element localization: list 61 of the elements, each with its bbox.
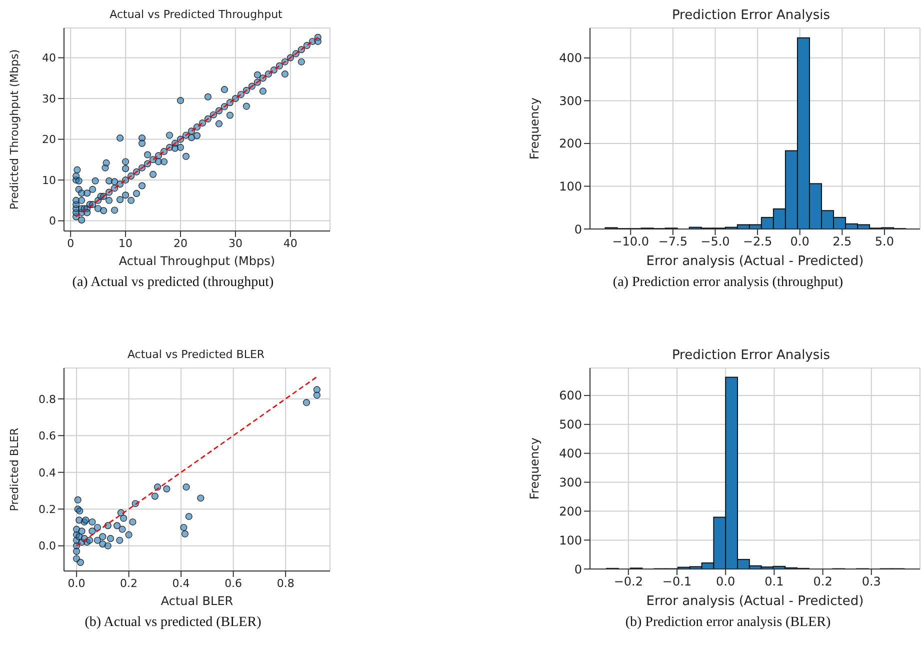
y-axis-title: Predicted BLER [8, 427, 21, 512]
text: (b) Prediction error analysis (BLER) [624, 615, 832, 631]
y-tick-label: 300 [559, 475, 582, 490]
y-tick-label: 0.4 [38, 466, 56, 480]
x-tick-label: 20 [174, 236, 188, 250]
text: (b) Actual vs predicted (BLER) [84, 615, 262, 631]
y-axis-title: Frequency [527, 98, 542, 160]
x-tick-label: 0.8 [276, 576, 294, 590]
x-tick-label: −0.1 [662, 574, 692, 589]
x-tick-label: 0.2 [120, 576, 138, 590]
x-tick-label: −5.0 [700, 234, 730, 249]
y-tick-label: 200 [559, 136, 582, 151]
y-tick-label: 0 [574, 562, 582, 576]
x-tick-label: 0.3 [862, 574, 881, 589]
chart-title: Actual vs Predicted BLER [126, 348, 266, 363]
x-axis-title: Error analysis (Actual - Predicted) [646, 254, 864, 269]
y-tick-label: 500 [559, 418, 582, 432]
y-tick-label: 10 [42, 174, 56, 187]
x-tick-label: 10 [118, 236, 133, 250]
y-axis-title: Predicted Throughput (Mbps) [8, 49, 21, 210]
chart-title: Actual vs Predicted Throughput [108, 8, 284, 23]
x-axis-title: Error analysis (Actual - Predicted) [646, 594, 864, 609]
x-tick-label: −7.5 [658, 234, 688, 249]
y-tick-label: 100 [559, 179, 582, 194]
chart-title: Prediction Error Analysis [670, 348, 832, 364]
y-tick-label: 0.6 [38, 430, 56, 443]
y-tick-label: 0.2 [38, 502, 56, 516]
text: (a) Actual vs predicted (throughput) [71, 275, 275, 291]
x-tick-label: 0.2 [813, 574, 832, 589]
y-tick-label: 600 [559, 388, 582, 403]
y-tick-label: 40 [42, 52, 56, 65]
y-tick-label: 0 [49, 214, 56, 228]
x-tick-label: 2.5 [832, 234, 852, 249]
y-tick-label: 100 [559, 533, 582, 548]
y-tick-label: 30 [42, 92, 56, 106]
y-tick-label: 20 [42, 133, 56, 146]
x-tick-label: 5.0 [874, 234, 894, 249]
y-tick-label: 300 [559, 94, 582, 108]
x-tick-label: 0.6 [224, 576, 242, 590]
x-tick-label: −2.5 [742, 234, 772, 249]
x-axis-title: Actual Throughput (Mbps) [118, 254, 276, 268]
y-tick-label: 0.8 [38, 392, 56, 406]
y-tick-label: 0.0 [38, 540, 56, 553]
x-tick-label: −10.0 [612, 234, 650, 249]
x-tick-label: 0 [67, 236, 74, 250]
x-tick-label: 0.0 [716, 574, 736, 589]
y-axis-title: Frequency [527, 438, 542, 500]
y-tick-label: 400 [559, 51, 582, 66]
y-tick-label: 400 [559, 446, 582, 461]
x-tick-label: 0.4 [172, 576, 190, 590]
x-tick-label: 0.0 [68, 576, 86, 590]
y-tick-label: 0 [574, 222, 582, 236]
x-tick-label: −0.2 [614, 574, 643, 589]
x-tick-label: 30 [228, 236, 242, 250]
x-tick-label: 0.0 [790, 234, 810, 249]
x-tick-label: 40 [283, 236, 298, 250]
chart-title: Prediction Error Analysis [670, 8, 832, 24]
x-axis-title: Actual BLER [160, 594, 234, 608]
x-tick-label: 0.1 [764, 574, 784, 589]
y-tick-label: 200 [559, 504, 582, 518]
text: (a) Prediction error analysis (throughput) [612, 275, 844, 291]
